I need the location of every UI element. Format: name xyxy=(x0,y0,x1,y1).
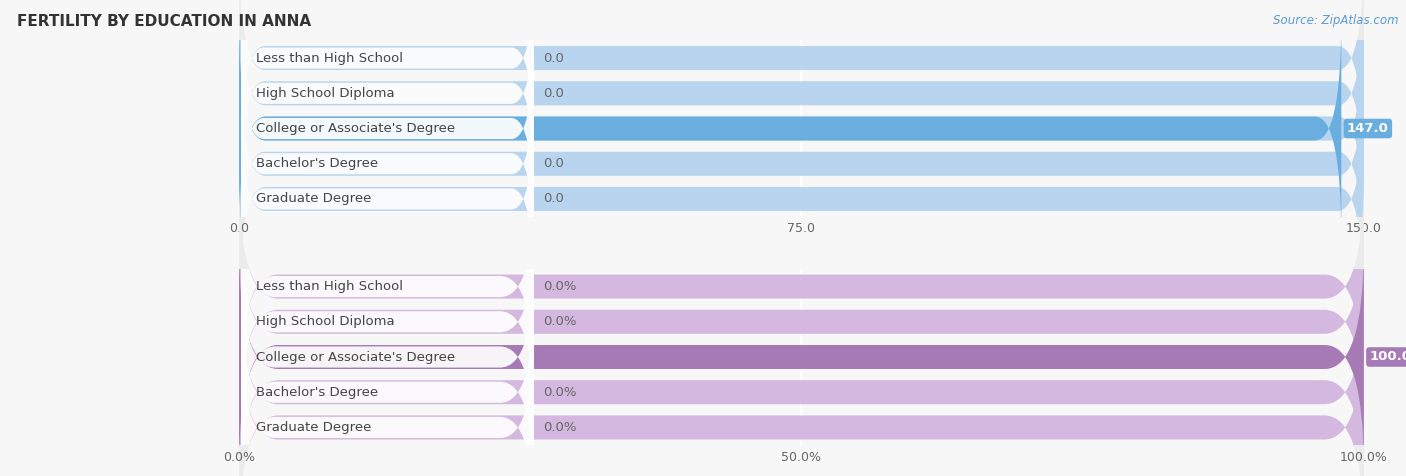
FancyBboxPatch shape xyxy=(242,227,534,417)
FancyBboxPatch shape xyxy=(239,88,1364,310)
Text: 0.0%: 0.0% xyxy=(543,386,576,399)
FancyBboxPatch shape xyxy=(242,191,534,382)
FancyBboxPatch shape xyxy=(239,246,1364,468)
FancyBboxPatch shape xyxy=(239,175,1364,398)
Text: 0.0: 0.0 xyxy=(543,192,564,206)
Text: High School Diploma: High School Diploma xyxy=(256,315,395,328)
Text: Less than High School: Less than High School xyxy=(256,280,404,293)
Text: Source: ZipAtlas.com: Source: ZipAtlas.com xyxy=(1274,14,1399,27)
FancyBboxPatch shape xyxy=(239,0,1364,205)
FancyBboxPatch shape xyxy=(239,52,1364,275)
Text: 0.0%: 0.0% xyxy=(543,421,576,434)
FancyBboxPatch shape xyxy=(242,0,534,153)
FancyBboxPatch shape xyxy=(239,88,1364,310)
Text: Bachelor's Degree: Bachelor's Degree xyxy=(256,157,378,170)
Text: 0.0: 0.0 xyxy=(543,87,564,100)
FancyBboxPatch shape xyxy=(242,297,534,476)
Text: 0.0: 0.0 xyxy=(543,51,564,65)
Text: College or Associate's Degree: College or Associate's Degree xyxy=(256,350,456,364)
FancyBboxPatch shape xyxy=(239,0,1364,169)
Text: College or Associate's Degree: College or Associate's Degree xyxy=(256,122,456,135)
FancyBboxPatch shape xyxy=(239,316,1364,476)
FancyBboxPatch shape xyxy=(239,246,1364,468)
FancyBboxPatch shape xyxy=(239,17,1341,240)
FancyBboxPatch shape xyxy=(239,210,1364,433)
FancyBboxPatch shape xyxy=(242,262,534,452)
Text: FERTILITY BY EDUCATION IN ANNA: FERTILITY BY EDUCATION IN ANNA xyxy=(17,14,311,30)
FancyBboxPatch shape xyxy=(242,0,534,188)
FancyBboxPatch shape xyxy=(239,175,1364,398)
Text: 147.0: 147.0 xyxy=(1347,122,1389,135)
FancyBboxPatch shape xyxy=(239,281,1364,476)
FancyBboxPatch shape xyxy=(242,69,534,259)
Text: 0.0%: 0.0% xyxy=(543,315,576,328)
FancyBboxPatch shape xyxy=(239,281,1364,476)
Text: Bachelor's Degree: Bachelor's Degree xyxy=(256,386,378,399)
FancyBboxPatch shape xyxy=(242,104,534,294)
Text: 0.0: 0.0 xyxy=(543,157,564,170)
FancyBboxPatch shape xyxy=(239,0,1364,205)
FancyBboxPatch shape xyxy=(242,33,534,224)
Text: High School Diploma: High School Diploma xyxy=(256,87,395,100)
FancyBboxPatch shape xyxy=(239,17,1364,240)
Text: Less than High School: Less than High School xyxy=(256,51,404,65)
FancyBboxPatch shape xyxy=(239,316,1364,476)
FancyBboxPatch shape xyxy=(239,246,1364,468)
FancyBboxPatch shape xyxy=(239,210,1364,433)
FancyBboxPatch shape xyxy=(239,52,1364,275)
FancyBboxPatch shape xyxy=(239,0,1364,169)
Text: Graduate Degree: Graduate Degree xyxy=(256,192,371,206)
Text: 0.0%: 0.0% xyxy=(543,280,576,293)
Text: Graduate Degree: Graduate Degree xyxy=(256,421,371,434)
FancyBboxPatch shape xyxy=(239,17,1364,240)
Text: 100.0%: 100.0% xyxy=(1369,350,1406,364)
FancyBboxPatch shape xyxy=(242,332,534,476)
